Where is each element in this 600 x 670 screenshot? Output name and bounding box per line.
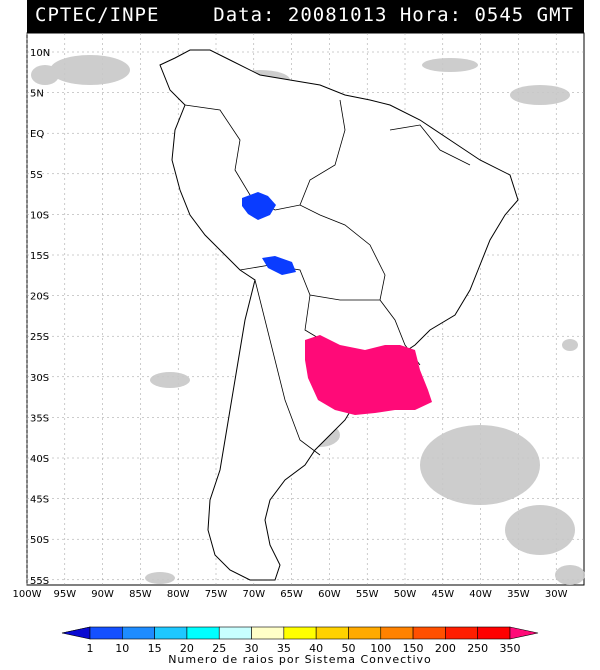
colorbar: [61, 626, 539, 640]
colorbar-tick-label: 150: [403, 642, 424, 655]
lat-label: 15S: [30, 251, 49, 262]
lon-label: 30W: [545, 589, 568, 600]
lat-label: 10N: [30, 48, 50, 59]
lat-label: 5S: [30, 170, 43, 181]
colorbar-swatch: [186, 626, 220, 640]
colorbar-swatch: [348, 626, 382, 640]
colorbar-tick-label: 50: [341, 642, 355, 655]
colorbar-swatch: [477, 626, 511, 640]
colorbar-arrow-left: [61, 626, 91, 640]
colorbar-tick-label: 1: [87, 642, 94, 655]
lat-label: 30S: [30, 373, 49, 384]
colorbar-swatch: [154, 626, 188, 640]
colorbar-swatch: [315, 626, 349, 640]
lat-label: 50S: [30, 535, 49, 546]
colorbar-swatch: [445, 626, 478, 640]
system-north-peru-brazil: [242, 192, 276, 220]
colorbar-swatch: [380, 626, 414, 640]
colorbar-tick-label: 250: [467, 642, 488, 655]
lon-label: 35W: [507, 589, 530, 600]
lat-label: 45S: [30, 495, 49, 506]
lon-label: 75W: [205, 589, 228, 600]
lat-label: 20S: [30, 292, 49, 303]
lon-label: 50W: [394, 589, 417, 600]
lat-label: EQ: [30, 129, 44, 140]
lon-label: 100W: [13, 589, 42, 600]
lon-label: 80W: [167, 589, 190, 600]
colorbar-tick-label: 20: [180, 642, 194, 655]
latitude-labels: 10N 5N EQ 5S 10S 15S 20S 25S 30S 35S 40S 45S 50S 55S: [30, 48, 50, 587]
colorbar-tick-label: 100: [370, 642, 391, 655]
colorbar-labels: 1 10 15 20 25 30 35 40 50 100 150 200 250 350: [87, 642, 521, 655]
header-title: CPTEC/INPE: [35, 4, 160, 26]
header-bar: CPTEC/INPE Data: 20081013 Hora: 0545 GMT: [27, 0, 584, 33]
lat-label: 25S: [30, 332, 49, 343]
lon-label: 60W: [318, 589, 341, 600]
lat-label: 55S: [30, 576, 49, 587]
lon-label: 65W: [280, 589, 303, 600]
continent-outline: [159, 49, 519, 581]
lon-label: 55W: [356, 589, 379, 600]
colorbar-tick-label: 10: [115, 642, 129, 655]
colorbar-tick-label: 350: [500, 642, 521, 655]
colorbar-tick-label: 15: [148, 642, 162, 655]
convective-systems: [242, 192, 432, 415]
system-southern-brazil-uruguay: [305, 335, 432, 415]
colorbar-tick-label: 25: [212, 642, 226, 655]
colorbar-swatch: [89, 626, 123, 640]
colorbar-swatch: [283, 626, 317, 640]
lat-label: 40S: [30, 454, 49, 465]
lon-label: 90W: [91, 589, 114, 600]
colorbar-swatch: [122, 626, 155, 640]
colorbar-swatch: [412, 626, 446, 640]
colorbar-title: Numero de raios por Sistema Convectivo: [168, 653, 432, 666]
lon-label: 45W: [431, 589, 454, 600]
colorbar-swatch: [218, 626, 252, 640]
lat-label: 10S: [30, 210, 49, 221]
colorbar-tick-label: 200: [435, 642, 456, 655]
colorbar-tick-label: 35: [277, 642, 291, 655]
colorbar-tick-label: 30: [245, 642, 259, 655]
lon-label: 70W: [242, 589, 265, 600]
colorbar-arrow-right: [509, 626, 539, 640]
header-date-time: Data: 20081013 Hora: 0545 GMT: [213, 4, 574, 26]
longitude-labels: 100W 95W 90W 85W 80W 75W 70W 65W 60W 55W 50W 45W 40W…: [13, 589, 568, 600]
colorbar-tick-label: 40: [309, 642, 323, 655]
lat-label: 35S: [30, 413, 49, 424]
colorbar-swatch: [251, 626, 285, 640]
lon-label: 85W: [129, 589, 152, 600]
lon-label: 95W: [53, 589, 76, 600]
lon-label: 40W: [469, 589, 492, 600]
lat-label: 5N: [30, 89, 44, 100]
system-bolivia: [262, 256, 296, 275]
